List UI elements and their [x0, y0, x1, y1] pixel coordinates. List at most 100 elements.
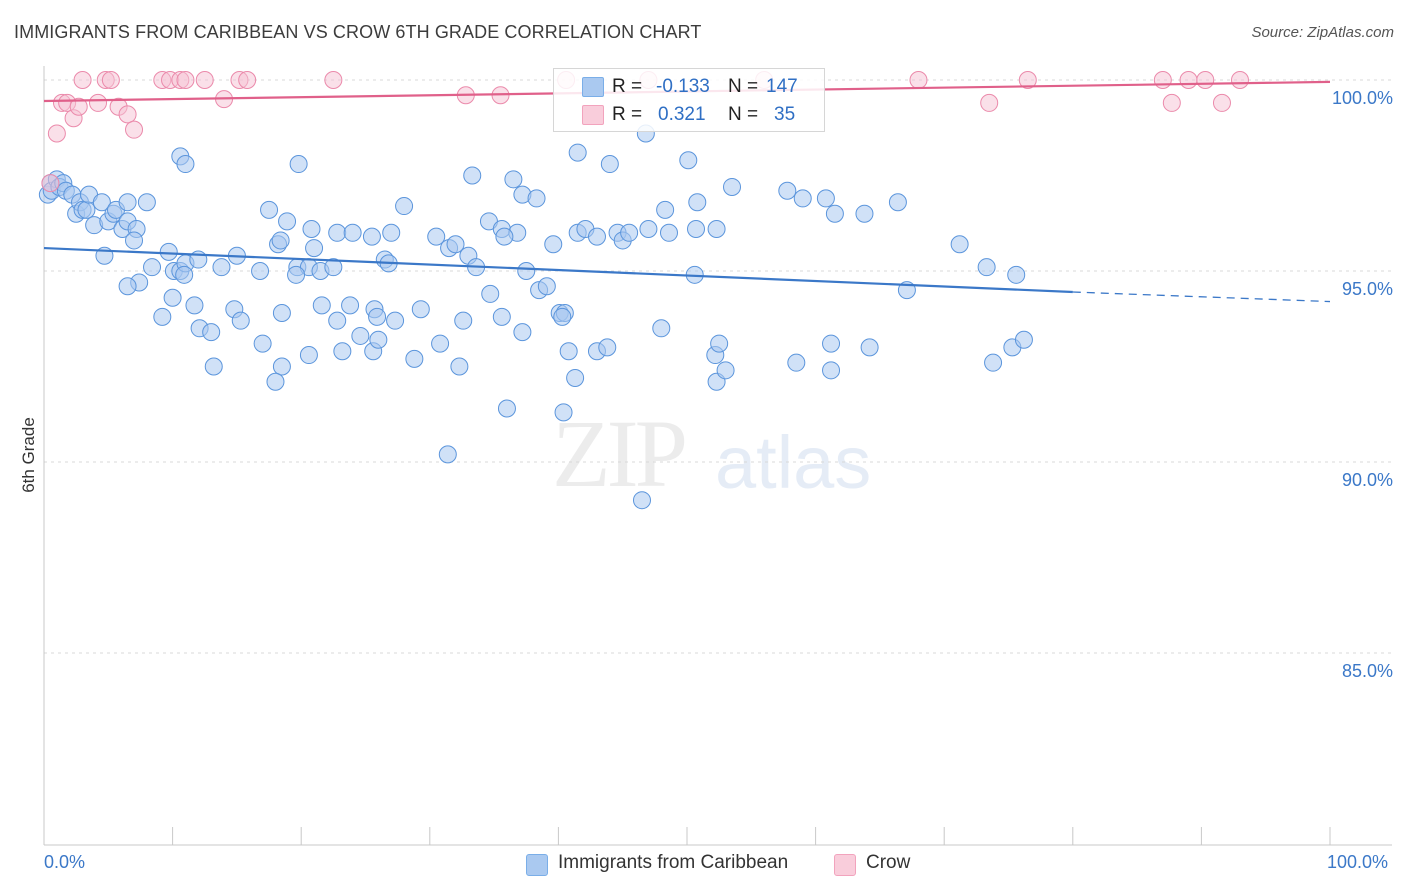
caribbean-point: [816, 189, 835, 208]
caribbean-point: [386, 311, 405, 330]
legend-label: Crow: [866, 852, 911, 873]
crow-point: [1179, 71, 1198, 89]
crow-point: [1212, 93, 1231, 112]
caribbean-point: [175, 265, 194, 284]
caribbean-point: [481, 284, 500, 303]
source-label: Source: ZipAtlas.com: [1251, 24, 1394, 41]
caribbean-point: [652, 319, 671, 338]
caribbean-swatch: [582, 77, 604, 97]
watermark-zip: ZIP: [552, 400, 688, 507]
caribbean-point: [656, 200, 675, 219]
caribbean-point: [411, 300, 430, 319]
caribbean-point: [362, 227, 381, 246]
caribbean-point: [204, 357, 223, 376]
caribbean-point: [212, 258, 231, 277]
y-tick-label: 95.0%: [1342, 279, 1393, 299]
crow-point: [195, 71, 214, 89]
caribbean-point: [778, 181, 797, 200]
caribbean-point: [405, 349, 424, 368]
crow-point: [909, 71, 928, 89]
caribbean-point: [159, 242, 178, 261]
caribbean-point: [716, 361, 735, 380]
caribbean-point: [587, 227, 606, 246]
caribbean-point: [822, 334, 841, 353]
r-label: R =: [612, 104, 643, 125]
x-axis-min-label: 0.0%: [44, 852, 86, 872]
caribbean-point: [822, 361, 841, 380]
caribbean-point: [305, 239, 324, 258]
caribbean-point: [598, 338, 617, 357]
y-tick-label: 90.0%: [1342, 470, 1393, 490]
caribbean-point: [185, 296, 204, 315]
y-tick-label: 85.0%: [1342, 661, 1393, 681]
y-tick-label: 100.0%: [1332, 88, 1393, 108]
crow-point: [47, 124, 66, 143]
caribbean-point: [527, 189, 546, 208]
caribbean-point: [118, 277, 137, 296]
caribbean-point: [450, 357, 469, 376]
caribbean-point: [343, 223, 362, 242]
caribbean-point: [723, 177, 742, 196]
caribbean-point: [153, 307, 172, 326]
crow-point: [125, 120, 144, 139]
crow-point: [1018, 71, 1037, 89]
caribbean-point: [687, 219, 706, 238]
caribbean-point: [176, 155, 195, 174]
caribbean-point: [793, 189, 812, 208]
r-value: -0.133: [656, 76, 710, 97]
caribbean-point: [287, 265, 306, 284]
axes: [43, 66, 1392, 846]
caribbean-point: [324, 258, 343, 277]
n-value: 35: [774, 104, 796, 125]
caribbean-point: [659, 223, 678, 242]
caribbean-point: [855, 204, 874, 223]
caribbean-point: [368, 307, 387, 326]
caribbean-point: [299, 346, 318, 365]
caribbean-point: [446, 235, 465, 254]
caribbean-point: [492, 307, 511, 326]
caribbean-point: [544, 235, 563, 254]
legend-label: Immigrants from Caribbean: [558, 852, 789, 873]
caribbean-point: [504, 170, 523, 189]
crow-point: [1153, 71, 1172, 89]
n-value: 147: [766, 76, 798, 97]
crow-point: [1162, 93, 1181, 112]
caribbean-point: [600, 155, 619, 174]
crow-point: [176, 71, 195, 89]
caribbean-point: [554, 403, 573, 422]
caribbean-point: [984, 353, 1003, 372]
r-value: 0.321: [658, 104, 706, 125]
caribbean-point: [312, 296, 331, 315]
crow-point: [41, 174, 60, 193]
caribbean-point: [679, 151, 698, 170]
caribbean-point: [438, 445, 457, 464]
caribbean-point: [977, 258, 996, 277]
caribbean-legend-swatch: [526, 854, 548, 876]
crow-point: [101, 71, 120, 89]
caribbean-point: [266, 372, 285, 391]
caribbean-point: [328, 311, 347, 330]
caribbean-point: [463, 166, 482, 185]
caribbean-point: [253, 334, 272, 353]
caribbean-point: [260, 200, 279, 219]
caribbean-point: [328, 223, 347, 242]
caribbean-point: [517, 262, 536, 280]
caribbean-point: [369, 330, 388, 349]
caribbean-point: [278, 212, 297, 231]
caribbean-point: [950, 235, 969, 254]
caribbean-point: [118, 193, 137, 212]
r-label: R =: [612, 76, 643, 97]
crow-point: [89, 93, 108, 112]
caribbean-point: [688, 193, 707, 212]
y-tick-labels: 100.0% 95.0% 90.0% 85.0%: [1332, 88, 1393, 681]
caribbean-point: [272, 357, 291, 376]
caribbean-trend-extension: [1072, 291, 1331, 303]
caribbean-point: [632, 491, 651, 510]
caribbean-point: [1014, 330, 1033, 349]
caribbean-point: [427, 227, 446, 246]
crow-point: [1196, 71, 1215, 89]
crow-point: [980, 93, 999, 112]
caribbean-point: [302, 219, 321, 238]
caribbean-point: [860, 338, 879, 357]
